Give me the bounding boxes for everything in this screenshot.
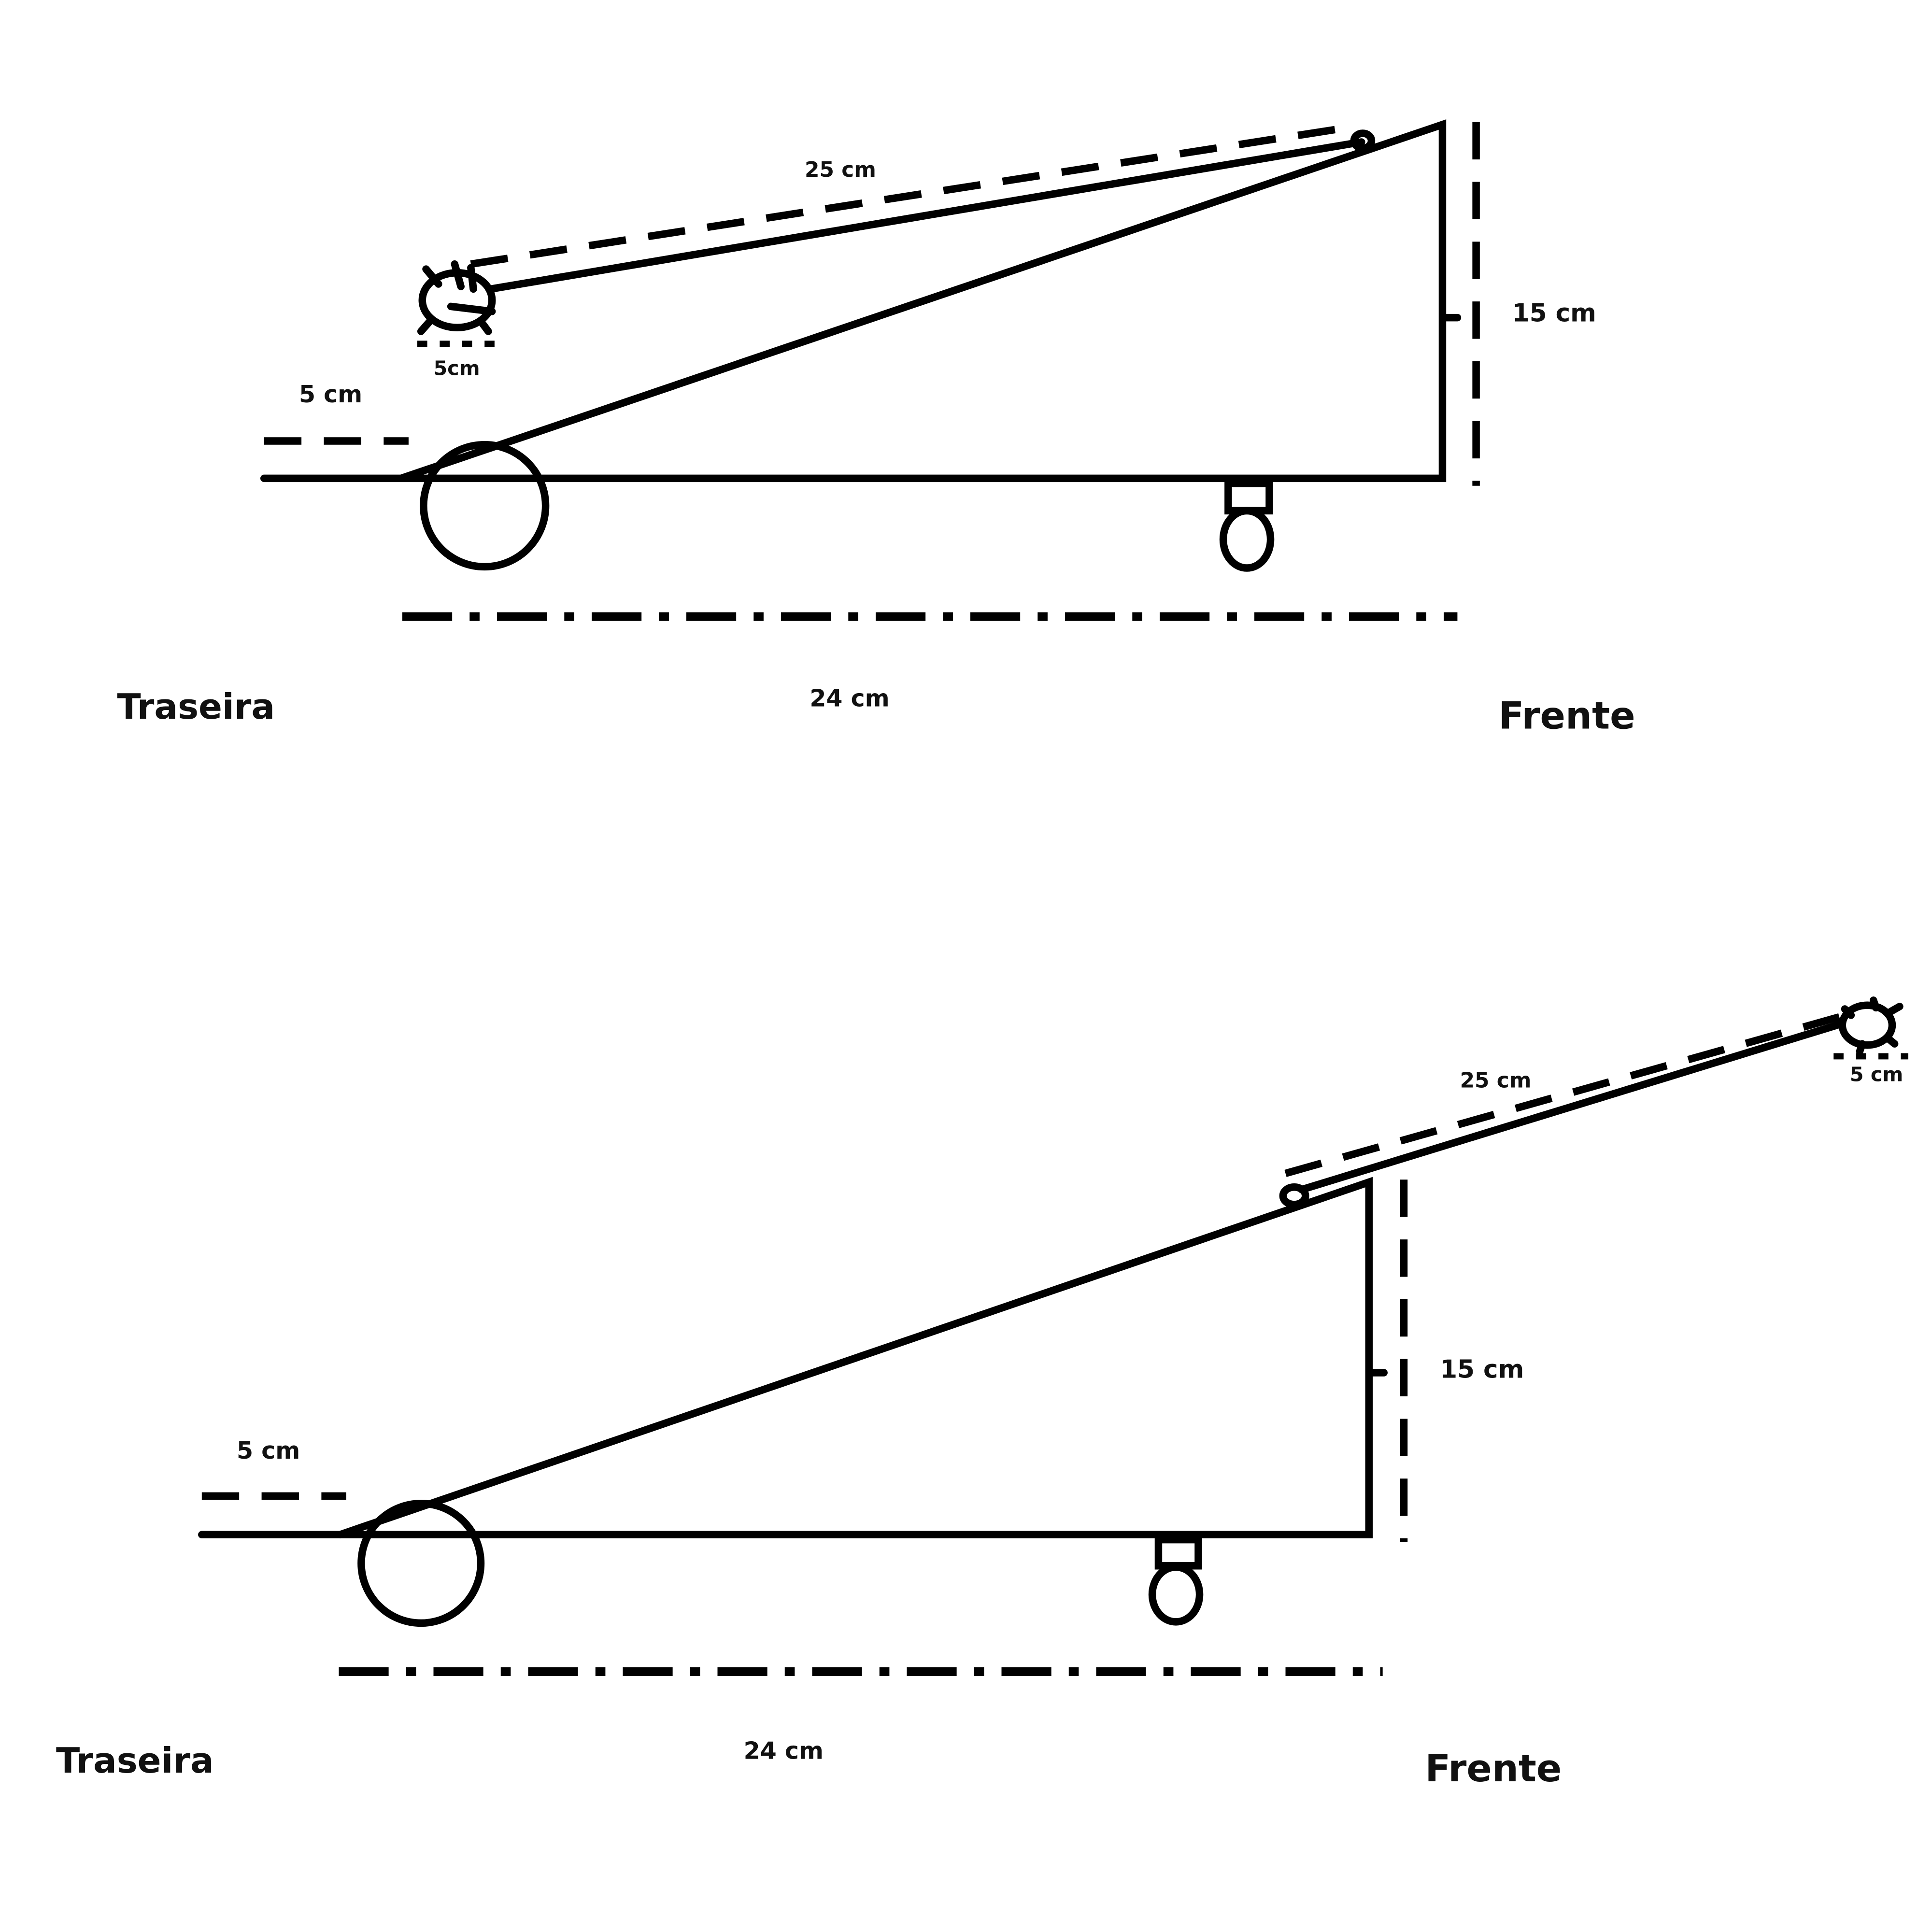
front-label: Frente: [1425, 1747, 1562, 1790]
base-length-label: 24 cm: [744, 1737, 824, 1765]
catapult-panel-retracted: 25 cm 5cm 5 cm 15 cm 24 cm Traseira Fren…: [117, 119, 1635, 738]
projectile-size-label: 5cm: [433, 356, 480, 380]
base-length-label: 24 cm: [810, 684, 889, 712]
arm-length-label: 25 cm: [805, 157, 876, 182]
ramp-body: [198, 1177, 1373, 1539]
projectile-size-label: 5 cm: [1850, 1063, 1904, 1086]
height-label: 15 cm: [1440, 1355, 1524, 1384]
rear-label: Traseira: [117, 687, 275, 727]
throwing-arm: [487, 138, 1365, 293]
projectile-ball: [417, 260, 496, 335]
front-caster-mount: [1224, 479, 1273, 515]
throwing-arm: [1298, 1020, 1845, 1193]
projectile-ball: [1838, 996, 1904, 1055]
front-caster-mount: [1154, 1535, 1202, 1570]
arm-length-dimension: [470, 123, 1352, 268]
arm-length-label: 25 cm: [1460, 1068, 1532, 1093]
rear-wheel: [420, 440, 550, 571]
front-caster-wheel: [1219, 507, 1275, 572]
catapult-panel-extended: 25 cm 5 cm 5 cm 15 cm 24 cm Traseira Fre…: [56, 996, 1908, 1790]
arm-pivot: [1350, 129, 1376, 152]
rear-height-label: 5 cm: [237, 1437, 300, 1464]
rear-height-label: 5 cm: [299, 381, 362, 408]
front-caster-wheel: [1148, 1563, 1204, 1626]
rear-label: Traseira: [56, 1741, 214, 1781]
height-label: 15 cm: [1512, 298, 1596, 327]
front-label: Frente: [1499, 695, 1635, 738]
ramp-body: [260, 119, 1447, 483]
arm-pivot: [1279, 1183, 1309, 1208]
arm-length-dimension: [1284, 1013, 1842, 1177]
rear-wheel: [357, 1500, 485, 1627]
